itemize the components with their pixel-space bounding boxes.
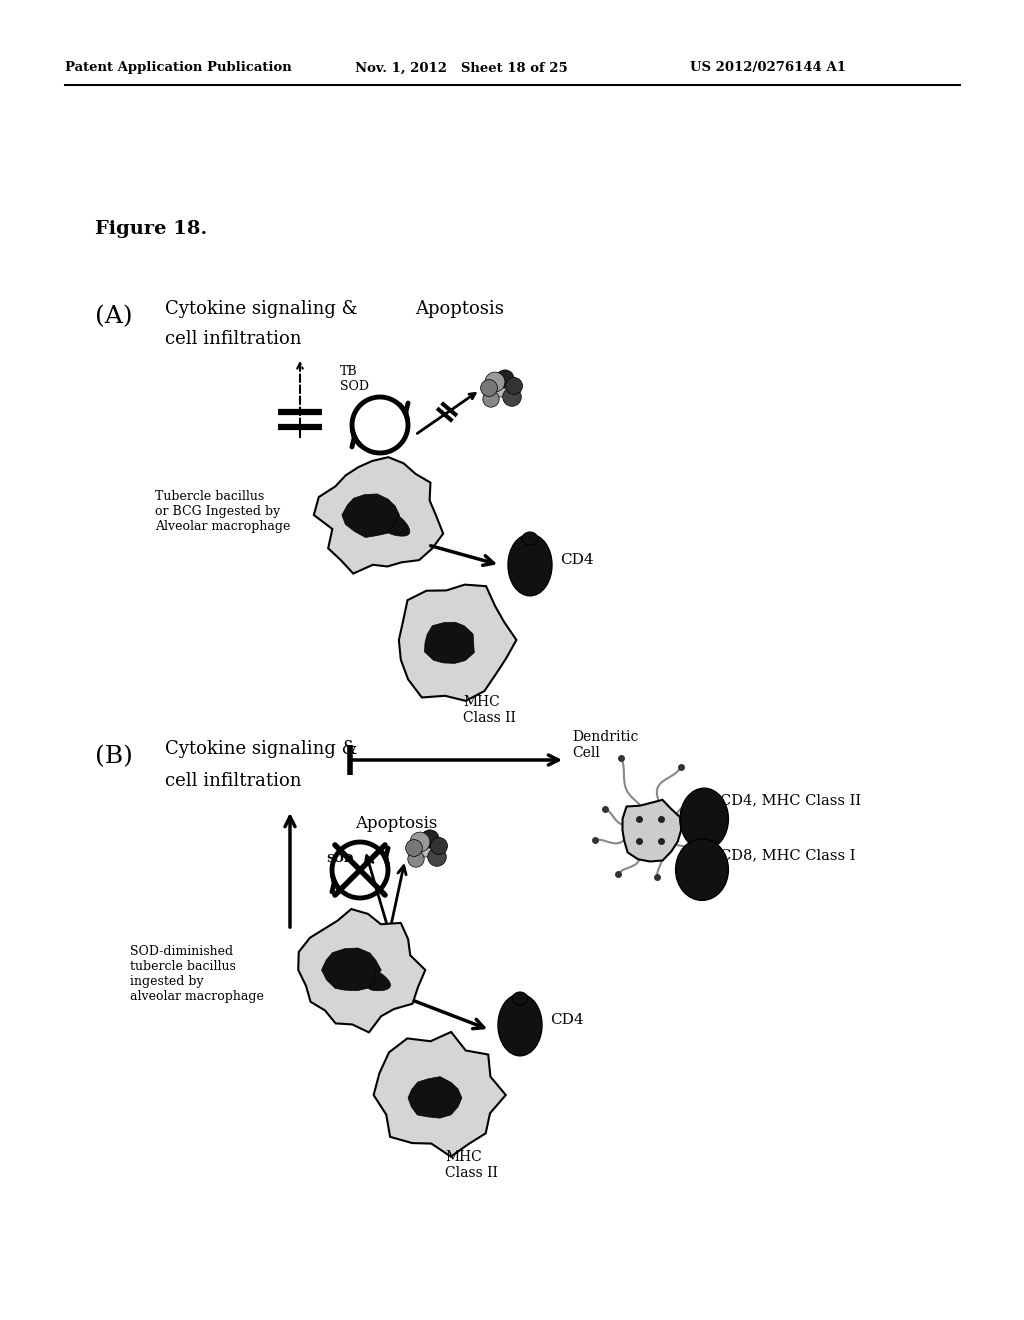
Text: CD4, MHC Class II: CD4, MHC Class II [720, 793, 861, 807]
Text: TB
SOD: TB SOD [340, 366, 369, 393]
Polygon shape [298, 909, 425, 1032]
Text: Apoptosis: Apoptosis [415, 300, 504, 318]
Circle shape [506, 378, 522, 395]
Text: MHC
Class II: MHC Class II [463, 696, 516, 725]
Polygon shape [408, 1077, 462, 1118]
Text: Nov. 1, 2012   Sheet 18 of 25: Nov. 1, 2012 Sheet 18 of 25 [355, 62, 567, 74]
Text: (A): (A) [95, 305, 133, 327]
Circle shape [503, 388, 521, 407]
Text: CD4: CD4 [550, 1012, 584, 1027]
Text: CD8, MHC Class I: CD8, MHC Class I [720, 847, 855, 862]
Text: US 2012/0276144 A1: US 2012/0276144 A1 [690, 62, 846, 74]
Polygon shape [369, 972, 390, 991]
Text: SOD-diminished
tubercle bacillus
ingested by
alveolar macrophage: SOD-diminished tubercle bacillus ingeste… [130, 945, 264, 1003]
Text: Tubercle bacillus
or BCG Ingested by
Alveolar macrophage: Tubercle bacillus or BCG Ingested by Alv… [155, 490, 291, 533]
Text: Dendritic
Cell: Dendritic Cell [572, 730, 638, 760]
Text: cell infiltration: cell infiltration [165, 772, 301, 789]
Text: MHC
Class II: MHC Class II [445, 1150, 498, 1180]
Polygon shape [374, 1032, 506, 1156]
Circle shape [493, 383, 507, 397]
Text: SOD: SOD [327, 853, 353, 863]
Polygon shape [322, 948, 381, 990]
Circle shape [406, 840, 423, 857]
Circle shape [408, 851, 424, 867]
Text: Apoptosis: Apoptosis [355, 814, 437, 832]
Circle shape [418, 843, 432, 857]
Circle shape [496, 370, 514, 388]
Text: CD4: CD4 [560, 553, 594, 568]
Text: (B): (B) [95, 744, 133, 768]
Circle shape [485, 372, 505, 392]
Polygon shape [425, 622, 474, 664]
Text: Cytokine signaling &: Cytokine signaling & [165, 300, 357, 318]
Text: Patent Application Publication: Patent Application Publication [65, 62, 292, 74]
Circle shape [430, 837, 447, 854]
Ellipse shape [498, 994, 542, 1056]
Polygon shape [623, 800, 681, 862]
Text: Cytokine signaling &: Cytokine signaling & [165, 741, 357, 758]
Ellipse shape [680, 788, 728, 850]
Circle shape [480, 380, 498, 396]
Ellipse shape [508, 535, 552, 595]
Circle shape [428, 847, 446, 866]
Polygon shape [388, 516, 410, 536]
Ellipse shape [512, 993, 527, 1006]
Polygon shape [313, 457, 443, 574]
Polygon shape [399, 585, 516, 701]
Circle shape [482, 391, 500, 407]
Ellipse shape [522, 532, 538, 545]
Text: cell infiltration: cell infiltration [165, 330, 301, 348]
Ellipse shape [676, 838, 728, 900]
Circle shape [421, 830, 439, 849]
Text: Figure 18.: Figure 18. [95, 220, 207, 238]
Polygon shape [342, 494, 399, 537]
Circle shape [410, 832, 430, 851]
